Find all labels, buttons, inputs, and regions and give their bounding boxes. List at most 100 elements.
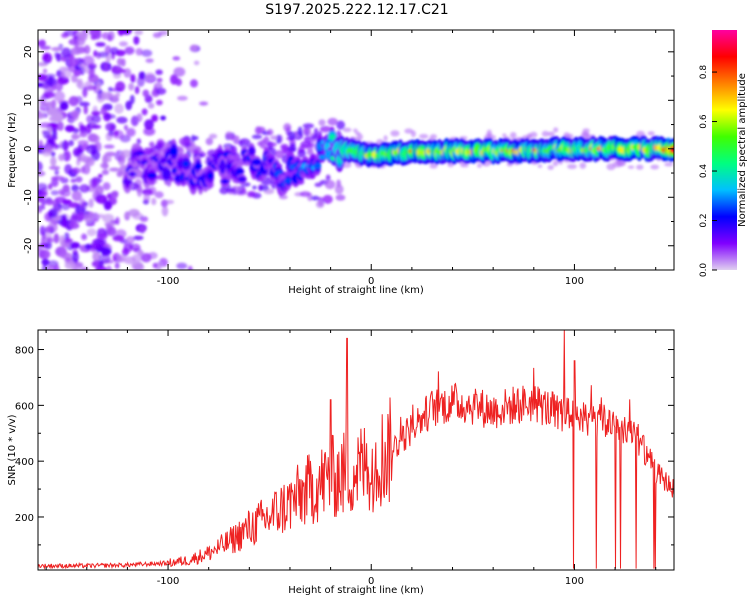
noise-blob bbox=[132, 235, 144, 241]
noise-blob bbox=[114, 103, 124, 114]
ridge-mark bbox=[251, 160, 262, 165]
halo-blob bbox=[567, 164, 577, 170]
noise-blob bbox=[90, 124, 102, 129]
noise-blob bbox=[71, 167, 81, 175]
noise-blob bbox=[51, 46, 63, 52]
noise-blob bbox=[70, 47, 82, 55]
scatter-blob bbox=[325, 174, 331, 181]
y-tick-label: 400 bbox=[15, 457, 34, 468]
scatter-blob bbox=[205, 137, 214, 146]
halo-blob bbox=[341, 161, 352, 169]
noise-blob bbox=[116, 116, 128, 124]
noise-blob bbox=[81, 233, 88, 241]
colorbar: 0.0 0.2 0.4 0.6 0.8 Normalized spectral ampl… bbox=[699, 30, 748, 277]
halo-blob bbox=[429, 163, 438, 169]
noise-blob bbox=[71, 190, 82, 202]
noise-blob bbox=[63, 30, 76, 37]
colorbar-tick-label: 0.8 bbox=[699, 65, 709, 80]
noise-blob bbox=[155, 87, 167, 95]
noise-blob bbox=[133, 35, 140, 45]
noise-blob bbox=[44, 226, 52, 234]
noise-blob bbox=[61, 140, 69, 151]
scatter-blob bbox=[148, 141, 155, 148]
halo-blob bbox=[636, 130, 645, 138]
noise-blob bbox=[47, 183, 53, 190]
noise-blob bbox=[38, 244, 42, 252]
noise-blob bbox=[134, 86, 140, 95]
ridge-mark bbox=[220, 179, 230, 184]
scatter-blob bbox=[334, 184, 344, 195]
noise-blob bbox=[60, 69, 72, 79]
y-tick-label: -20 bbox=[23, 238, 34, 254]
noise-blob bbox=[79, 184, 90, 193]
noise-blob bbox=[82, 86, 88, 98]
noise-blob bbox=[77, 210, 85, 222]
ridge-mark bbox=[147, 172, 157, 179]
halo-blob bbox=[579, 162, 587, 169]
noise-blob bbox=[147, 102, 155, 109]
noise-blob bbox=[109, 47, 119, 55]
noise-blob bbox=[51, 112, 64, 123]
ridge-mark bbox=[162, 170, 171, 178]
noise-blob bbox=[59, 235, 66, 246]
noise-blob bbox=[78, 152, 86, 162]
scatter-blob bbox=[335, 194, 346, 201]
noise-blob bbox=[115, 216, 120, 226]
noise-blob bbox=[53, 264, 60, 270]
noise-blob bbox=[155, 99, 163, 106]
noise-blob bbox=[88, 198, 94, 208]
noise-blob bbox=[62, 184, 70, 193]
halo-blob bbox=[477, 163, 482, 168]
noise-blob bbox=[68, 57, 79, 67]
halo-blob bbox=[429, 134, 438, 140]
x-tick-label: 100 bbox=[565, 276, 584, 287]
halo-blob bbox=[355, 131, 361, 136]
noise-blob bbox=[130, 73, 136, 83]
noise-blob bbox=[47, 264, 57, 270]
noise-blob bbox=[105, 265, 112, 270]
noise-blob bbox=[136, 113, 143, 122]
noise-blob bbox=[54, 168, 59, 176]
snr-frame bbox=[37, 329, 675, 571]
noise-blob bbox=[154, 191, 164, 199]
noise-blob bbox=[45, 199, 55, 206]
noise-blob bbox=[38, 82, 44, 88]
noise-blob bbox=[43, 53, 49, 60]
snr-x-ticks: -100 0 100 bbox=[45, 330, 657, 587]
ridge-mark bbox=[207, 172, 214, 180]
noise-blob bbox=[135, 47, 143, 56]
noise-blob bbox=[100, 162, 109, 169]
scatter-blob bbox=[254, 126, 262, 135]
noise-blob bbox=[110, 87, 123, 92]
noise-blob bbox=[45, 73, 57, 78]
halo-blob bbox=[537, 164, 543, 168]
ridge-mark bbox=[313, 162, 322, 169]
noise-blob bbox=[123, 212, 131, 219]
noise-blob bbox=[70, 178, 77, 183]
scatter-blob bbox=[246, 191, 254, 198]
halo-blob bbox=[404, 128, 414, 134]
x-tick-label: -100 bbox=[157, 276, 180, 287]
scatter-blob bbox=[192, 149, 200, 155]
snr-y-ticks: 200 400 600 800 bbox=[15, 346, 674, 546]
scatter-blob bbox=[302, 123, 315, 129]
scatter-blob bbox=[238, 138, 251, 149]
noise-blob bbox=[105, 132, 113, 142]
halo-blob bbox=[502, 133, 507, 138]
ridge-mark bbox=[239, 177, 246, 181]
noise-blob bbox=[118, 41, 128, 47]
scatter-blob bbox=[311, 195, 320, 201]
noise-blob bbox=[58, 153, 65, 162]
noise-blob bbox=[79, 101, 90, 107]
noise-blob bbox=[86, 144, 98, 154]
noise-blob bbox=[152, 32, 162, 38]
figure-title: S197.2025.222.12.17.C21 bbox=[265, 2, 448, 18]
noise-blob bbox=[136, 75, 145, 87]
noise-blob bbox=[38, 195, 45, 203]
y-tick-label: -10 bbox=[23, 189, 34, 205]
halo-blob bbox=[584, 133, 591, 140]
noise-blob bbox=[62, 150, 71, 162]
noise-blob bbox=[189, 44, 198, 52]
halo-blob bbox=[582, 128, 590, 133]
